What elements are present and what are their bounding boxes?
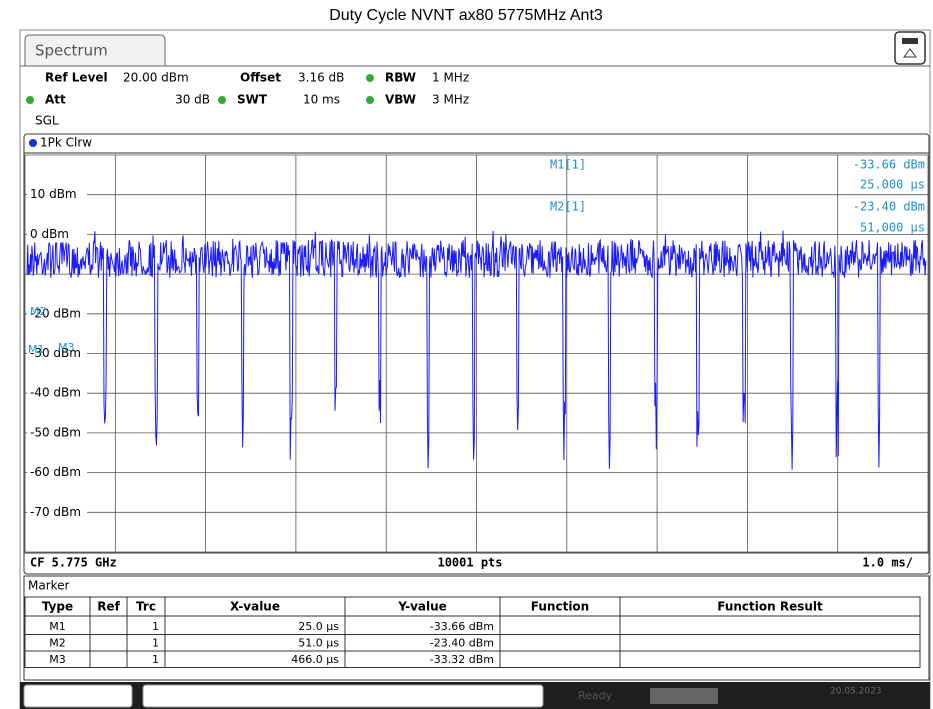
setting-value: 10 ms [303, 93, 340, 107]
table-cell: 1 [152, 653, 159, 666]
table-header: Type [42, 600, 73, 614]
setting-value: 3 MHz [432, 93, 469, 107]
table-cell: 51.0 µs [298, 637, 339, 650]
plot-marker: M3 [58, 341, 75, 354]
table-cell: 1 [152, 620, 159, 633]
icon-part [903, 48, 917, 58]
marker-name: M2[1] [550, 200, 586, 214]
y-label: -50 dBm [30, 425, 81, 439]
setting-label: VBW [385, 93, 416, 107]
table-cell: -23.40 dBm [430, 637, 494, 650]
setting-label: Ref Level [45, 71, 108, 85]
table-header: Y-value [397, 600, 447, 614]
setting-label: Offset [240, 71, 281, 85]
mode: SGL [35, 114, 59, 128]
label-bg [27, 305, 87, 322]
footer-pts: 10001 pts [437, 556, 502, 570]
setting-value: 3.16 dB [298, 71, 344, 85]
setting-label: RBW [385, 71, 416, 85]
table-cell: M1 [49, 620, 66, 633]
y-label: 10 dBm [30, 187, 77, 201]
marker-x: 25.000 µs [860, 178, 925, 192]
table-header: Trc [136, 600, 156, 614]
table-cell: M2 [49, 637, 66, 650]
y-label: -30 dBm [30, 346, 81, 360]
trace [26, 230, 927, 470]
title: Duty Cycle NVNT ax80 5775MHz Ant3 [329, 7, 603, 24]
plot-marker: M1 [28, 343, 45, 356]
indicator [26, 96, 34, 104]
status-date: 20.05.2023 [830, 687, 882, 697]
setting-value: 30 dB [175, 93, 210, 107]
table-title: Marker [28, 579, 70, 593]
toolbar-icon[interactable] [894, 31, 926, 65]
table-cell: M3 [49, 653, 66, 666]
label-bg [27, 345, 87, 362]
setting-value: 1 MHz [432, 71, 469, 85]
y-label: -20 dBm [30, 306, 81, 320]
label-bg [27, 226, 87, 243]
label-bg [27, 186, 87, 203]
label-bg [27, 385, 87, 402]
status-box[interactable] [23, 684, 133, 708]
marker-y: -23.40 dBm [853, 200, 925, 214]
table-cell: -33.66 dBm [430, 620, 494, 633]
tab[interactable] [24, 34, 166, 66]
label-bg [27, 464, 87, 481]
marker-y: -33.66 dBm [853, 158, 925, 172]
setting-label: Att [45, 93, 66, 107]
indicator [366, 96, 374, 104]
tab-label[interactable]: Spectrum [35, 42, 108, 60]
label-bg [27, 504, 87, 521]
indicator [218, 96, 226, 104]
table-header: Ref [97, 600, 120, 614]
marker-name: M1[1] [550, 158, 586, 172]
y-label: 0 dBm [30, 227, 69, 241]
progress [650, 688, 718, 704]
table-cell: 466.0 µs [291, 653, 339, 666]
indicator [366, 74, 374, 82]
plot-marker: M2 [30, 305, 47, 318]
icon-part [902, 38, 918, 44]
table-cell: -33.32 dBm [430, 653, 494, 666]
y-label: -70 dBm [30, 505, 81, 519]
trace-indicator [29, 139, 37, 147]
marker-table-frame [23, 575, 930, 681]
status-state: Ready [578, 689, 613, 702]
table-header: X-value [230, 600, 280, 614]
marker-x: 51,000 µs [860, 221, 925, 235]
trace-label: 1Pk Clrw [40, 136, 92, 150]
setting-label: SWT [237, 93, 268, 107]
y-label: -40 dBm [30, 386, 81, 400]
footer-span: 1.0 ms/ [862, 556, 913, 570]
footer-cf: CF 5.775 GHz [30, 556, 117, 570]
status-box[interactable] [142, 684, 544, 708]
table-header: Function [531, 600, 589, 614]
table-cell: 25.0 µs [298, 620, 339, 633]
label-bg [27, 424, 87, 441]
setting-value: 20.00 dBm [123, 71, 189, 85]
y-label: -60 dBm [30, 465, 81, 479]
table-cell: 1 [152, 637, 159, 650]
table-header: Function Result [717, 600, 823, 614]
